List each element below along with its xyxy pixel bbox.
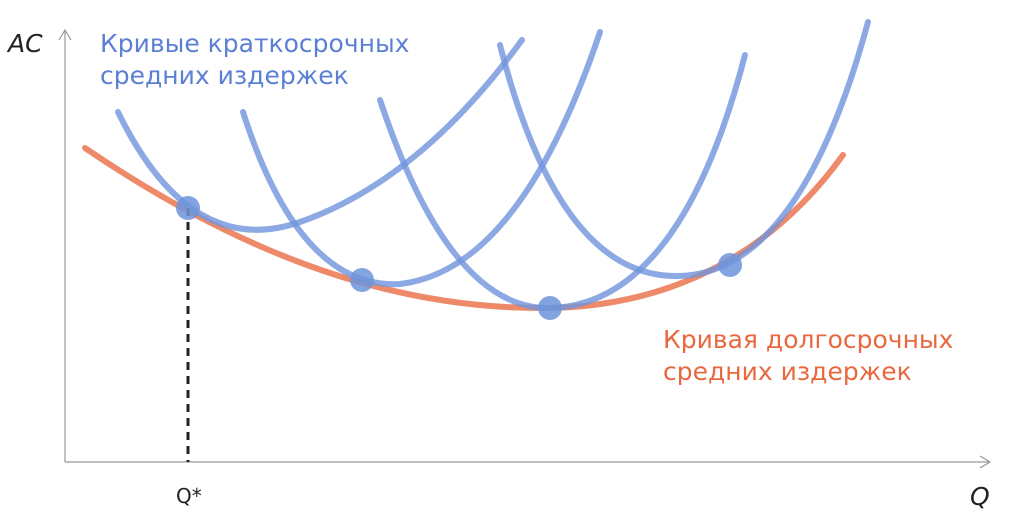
tangency-point bbox=[350, 268, 374, 292]
long-run-annotation: средних издержек bbox=[663, 357, 912, 386]
long-run-curve bbox=[82, 145, 846, 312]
x-axis bbox=[65, 455, 992, 469]
long-run-annotation: Кривая долгосрочных bbox=[663, 325, 953, 354]
short-run-curve bbox=[240, 29, 603, 288]
y-axis-label: AC bbox=[6, 29, 43, 58]
short-run-annotation: средних издержек bbox=[100, 61, 349, 90]
tangency-point bbox=[538, 296, 562, 320]
tangency-point bbox=[718, 253, 742, 277]
short-run-curve bbox=[377, 52, 748, 312]
short-run-curve bbox=[115, 37, 525, 233]
x-axis-label: Q bbox=[970, 482, 990, 511]
short-run-annotation: Кривые краткосрочных bbox=[100, 29, 409, 58]
tangency-point bbox=[176, 196, 200, 220]
short-run-curve bbox=[497, 19, 871, 280]
q-star-label: Q* bbox=[176, 484, 202, 508]
y-axis bbox=[58, 28, 72, 462]
